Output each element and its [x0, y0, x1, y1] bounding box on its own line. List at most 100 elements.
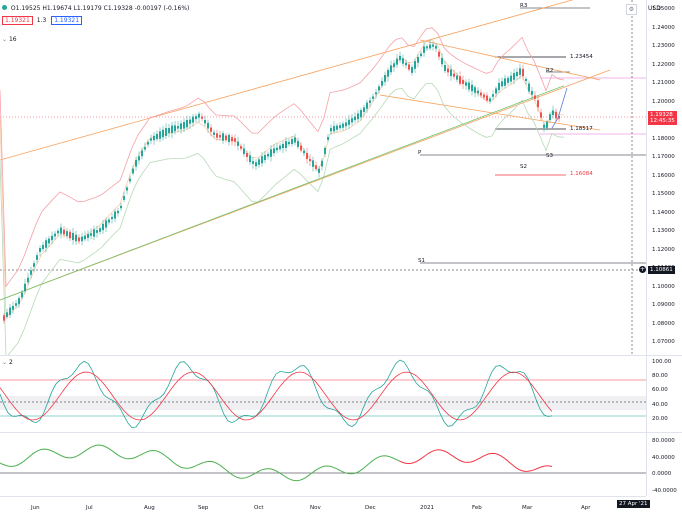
candle — [336, 125, 338, 130]
pivot-r2-label: R2 — [546, 68, 554, 74]
candle — [45, 240, 47, 248]
candle — [141, 150, 143, 157]
indicator-value-red[interactable]: 1.19321 — [2, 16, 33, 25]
settings-gear-icon[interactable]: ⚙ — [626, 4, 637, 15]
candle — [120, 205, 122, 209]
time-tick-label: Oct — [254, 505, 264, 511]
pivot-s3-label: S3 — [546, 153, 553, 159]
long-moving-average-line — [0, 85, 565, 301]
candle — [30, 270, 32, 275]
candle — [123, 196, 125, 200]
osc1-tick-label: 100.00 — [652, 359, 672, 365]
candle — [390, 65, 392, 73]
candle — [147, 142, 149, 145]
candle — [165, 128, 167, 136]
candle — [186, 120, 188, 128]
candle — [63, 229, 65, 235]
candle — [72, 232, 74, 241]
candle — [444, 65, 446, 71]
time-tick-label: Aug — [144, 505, 155, 511]
candle — [150, 138, 152, 141]
high-level-label: 1.23454 — [570, 54, 593, 60]
candle — [387, 70, 389, 77]
candle — [36, 255, 38, 260]
candle — [42, 244, 44, 250]
candle — [291, 139, 293, 144]
candle — [177, 126, 179, 129]
candle — [384, 74, 386, 82]
candle — [441, 58, 443, 65]
osc1-chevron-icon[interactable]: ⌄ — [2, 359, 8, 366]
time-tick-label: Mar — [522, 505, 533, 511]
candle — [144, 147, 146, 150]
candle — [255, 162, 257, 167]
momentum-pane[interactable] — [0, 433, 646, 495]
candle — [87, 233, 89, 239]
candle — [162, 129, 164, 138]
pivot-p-label: P — [418, 150, 422, 156]
candle — [219, 135, 221, 138]
candle — [423, 46, 425, 53]
candle — [270, 149, 272, 157]
candle — [195, 116, 197, 120]
upper-band-line — [0, 27, 565, 288]
candle — [480, 92, 482, 96]
osc1-tick-label: 40.00 — [652, 401, 668, 408]
collapse-chevron-icon[interactable]: ⌄ — [2, 36, 8, 43]
candle — [537, 100, 539, 108]
candle — [18, 298, 20, 305]
candle — [453, 73, 455, 77]
pivot-r3-label: R3 — [520, 3, 528, 9]
candle — [264, 154, 266, 161]
price-tick-label: 1.22000 — [652, 61, 675, 68]
candle — [507, 77, 509, 83]
candle — [159, 131, 161, 139]
candle — [93, 229, 95, 237]
candle — [240, 146, 242, 149]
price-tick-label: 1.15000 — [652, 191, 675, 197]
price-pane[interactable] — [0, 0, 646, 355]
pane-divider-1[interactable] — [0, 355, 682, 356]
candle — [405, 62, 407, 66]
candle — [75, 234, 77, 242]
candle — [9, 307, 11, 315]
candle — [300, 145, 302, 151]
candle — [378, 86, 380, 91]
pane-divider-2[interactable] — [0, 432, 682, 433]
candle — [525, 78, 527, 82]
candle — [66, 231, 68, 236]
crosshair-plus-icon[interactable]: + — [639, 266, 646, 273]
candle — [558, 115, 560, 119]
candle — [555, 111, 557, 119]
candle — [183, 121, 185, 129]
candle — [135, 160, 137, 167]
last-price-value: 1.19328 — [650, 112, 673, 118]
candle — [540, 112, 542, 118]
price-tick-label: 1.09000 — [652, 302, 675, 308]
candle — [483, 94, 485, 98]
candle — [249, 155, 251, 163]
candle — [345, 122, 347, 127]
time-tick-label: 2021 — [420, 505, 434, 511]
indicator-separator: 1.3 — [36, 17, 47, 24]
osc1-tick-label: 20.00 — [652, 415, 668, 422]
channel-line — [419, 39, 601, 81]
candle — [477, 90, 479, 94]
candle — [225, 135, 227, 140]
candle — [267, 153, 269, 157]
time-axis[interactable]: Jun Jul Aug Sep Oct Nov Dec 2021 Feb Mar Apr — [0, 496, 646, 512]
candle — [417, 56, 419, 63]
candle — [429, 44, 431, 49]
time-tick-label: Dec — [365, 505, 376, 511]
stoch-d-line — [0, 371, 553, 421]
candle — [330, 127, 332, 132]
stochastic-pane[interactable] — [0, 356, 646, 432]
projection-arrow — [551, 87, 568, 129]
candle — [402, 58, 404, 64]
candle — [381, 81, 383, 86]
candle — [24, 283, 26, 292]
candle — [408, 64, 410, 70]
indicator-value-blue[interactable]: 1.19321 — [51, 16, 83, 25]
candle — [102, 223, 104, 231]
